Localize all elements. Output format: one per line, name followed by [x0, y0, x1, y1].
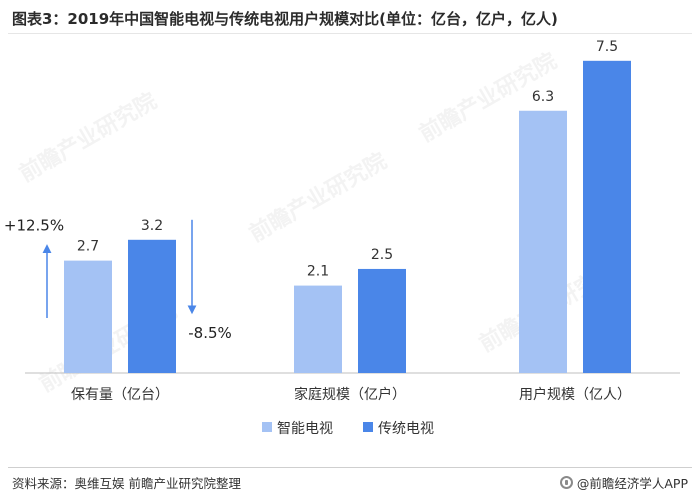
data-label-traditional-2: 7.5 — [596, 39, 618, 55]
data-label-traditional-1: 2.5 — [371, 247, 393, 263]
data-label-smart-2: 6.3 — [532, 89, 554, 105]
bar-smart-0 — [64, 260, 112, 373]
x-tick-label: 保有量（亿台） — [71, 387, 169, 403]
x-tick-label: 家庭规模（亿户） — [294, 386, 406, 403]
brand-label: @前瞻经济学人APP — [576, 476, 688, 491]
source-note: 资料来源：奥维互娱 前瞻产业研究院整理 — [12, 476, 241, 491]
bar-smart-1 — [294, 285, 342, 373]
legend-swatch-smart — [262, 422, 272, 432]
data-label-smart-1: 2.1 — [307, 264, 329, 280]
bar-traditional-1 — [358, 268, 406, 373]
bar-smart-2 — [519, 110, 567, 373]
bar-traditional-0 — [128, 239, 176, 373]
decrease-annotation: -8.5% — [188, 324, 232, 342]
bar-chart: 2.7 3.2 保有量（亿台） 2.1 2.5 家庭规模（亿户） 6.3 7.5 用户规模（亿人… — [4, 39, 680, 437]
legend-label-smart: 智能电视 — [277, 421, 333, 437]
x-tick-label: 用户规模（亿人） — [519, 386, 631, 403]
data-label-traditional-0: 3.2 — [141, 218, 163, 234]
title-divider — [8, 33, 692, 34]
legend-label-traditional: 传统电视 — [378, 421, 434, 437]
data-label-smart-0: 2.7 — [77, 239, 99, 255]
footer-divider — [8, 467, 692, 468]
bar-traditional-2 — [583, 60, 631, 373]
brand-logo-icon — [559, 476, 573, 489]
increase-annotation: +12.5% — [4, 217, 64, 235]
brand-credit: @前瞻经济学人APP — [559, 473, 688, 492]
legend-swatch-traditional — [363, 422, 373, 432]
chart-title: 图表3：2019年中国智能电视与传统电视用户规模对比(单位：亿台，亿户，亿人) — [12, 10, 558, 28]
